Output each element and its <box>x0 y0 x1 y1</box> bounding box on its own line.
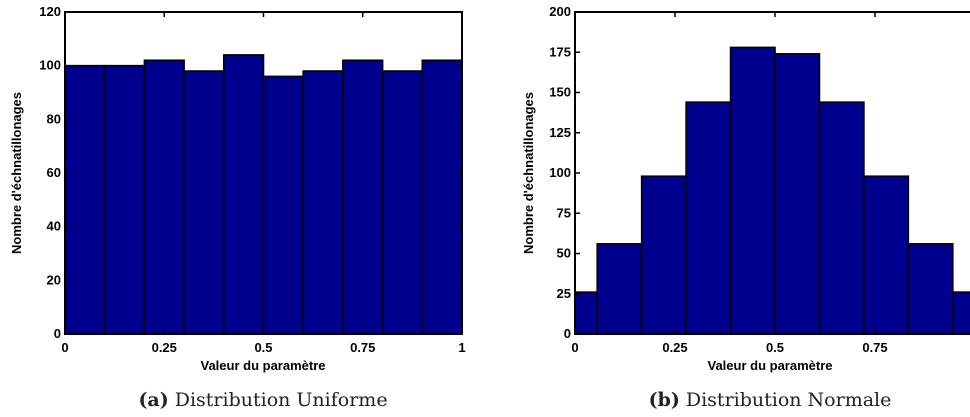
y-tick-label: 0 <box>564 326 571 341</box>
y-tick-label: 200 <box>549 4 571 19</box>
y-tick-label: 60 <box>47 165 61 180</box>
x-tick-label: 0 <box>61 340 68 355</box>
x-tick-label: 0.5 <box>766 340 784 355</box>
bar <box>143 59 185 335</box>
bar <box>342 59 384 335</box>
bar <box>223 54 265 335</box>
bar <box>951 291 970 335</box>
bar <box>596 243 643 335</box>
x-axis-label-uniform: Valeur du paramètre <box>201 358 326 373</box>
x-tick-label: 1 <box>458 340 465 355</box>
y-tick-label: 25 <box>557 286 571 301</box>
bar <box>863 175 910 335</box>
x-tick-label: 0.75 <box>862 340 887 355</box>
y-tick-label: 100 <box>39 58 61 73</box>
bar <box>729 46 776 335</box>
y-tick-label: 120 <box>39 4 61 19</box>
bar <box>421 59 463 335</box>
bars-normal <box>574 46 970 335</box>
bar <box>574 291 599 335</box>
caption-normal: (b) Distribution Normale <box>649 389 892 411</box>
bar <box>183 70 225 335</box>
caption-uniform: (a) Distribution Uniforme <box>138 389 387 411</box>
x-ticks-normal: 0 0.25 0.5 0.75 <box>571 12 888 355</box>
y-ticks-normal: 0 25 50 75 100 125 150 175 200 <box>549 4 580 341</box>
bar <box>640 175 687 335</box>
x-tick-label: 0.25 <box>662 340 687 355</box>
y-tick-label: 80 <box>47 111 61 126</box>
chart-uniform: 0 20 40 60 80 100 120 0 0.25 0.5 0.75 1 Valeur du … <box>9 4 466 411</box>
y-tick-label: 50 <box>557 246 571 261</box>
y-tick-label: 175 <box>549 44 571 59</box>
x-tick-label: 0.25 <box>152 340 177 355</box>
y-axis-label-normal: Nombre d'échnatillonages <box>521 92 536 254</box>
caption-tag-normal: (b) <box>649 389 680 411</box>
y-tick-label: 100 <box>549 165 571 180</box>
bars-uniform <box>64 54 463 335</box>
bar <box>774 53 821 335</box>
y-tick-label: 150 <box>549 85 571 100</box>
x-ticks-uniform: 0 0.25 0.5 0.75 1 <box>61 12 466 355</box>
caption-text-uniform: Distribution Uniforme <box>175 389 388 411</box>
x-tick-label: 0.75 <box>350 340 375 355</box>
caption-tag-uniform: (a) <box>138 389 168 411</box>
bar <box>818 101 865 335</box>
y-tick-label: 20 <box>47 272 61 287</box>
bar <box>381 70 424 335</box>
y-axis-label-uniform: Nombre d'échnatillonages <box>9 92 24 254</box>
x-tick-label: 0.5 <box>254 340 272 355</box>
bar <box>685 101 732 335</box>
chart-normal: 0 25 50 75 100 125 150 175 200 0 0.25 0.5 0.75 Vale… <box>521 4 970 411</box>
bar <box>907 243 954 335</box>
y-tick-label: 40 <box>47 219 61 234</box>
y-tick-label: 0 <box>54 326 61 341</box>
x-tick-label: 0 <box>571 340 578 355</box>
y-tick-label: 75 <box>557 205 571 220</box>
y-tick-label: 125 <box>549 125 571 140</box>
caption-text-normal: Distribution Normale <box>686 389 892 411</box>
x-axis-label-normal: Valeur du paramètre <box>708 358 833 373</box>
bar <box>302 70 344 335</box>
bar <box>64 64 106 335</box>
bar <box>262 75 305 335</box>
bar <box>103 64 146 335</box>
y-ticks-uniform: 0 20 40 60 80 100 120 <box>39 4 462 341</box>
